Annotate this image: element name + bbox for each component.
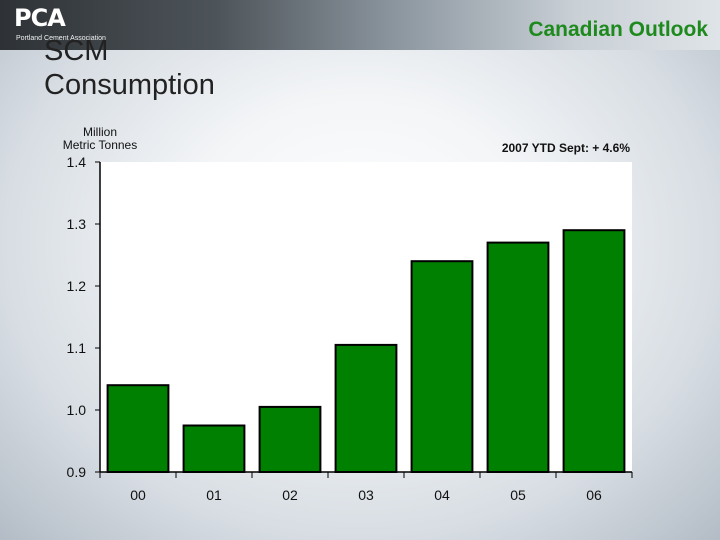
bar-04 [410,260,474,474]
ytd-annotation: 2007 YTD Sept: + 4.6% [501,141,630,155]
bar-06 [562,229,626,473]
header-title: Canadian Outlook [528,18,708,41]
y-tick-label: 0.9 [67,464,87,480]
y-axis-unit-line2: Metric Tonnes [62,138,138,152]
y-tick-label: 1.2 [67,278,87,294]
bar-03 [334,343,398,473]
y-tick-label: 1.1 [67,340,87,356]
slide-title-line1: SCM [44,35,109,67]
bars-group [106,229,626,474]
logo-text: PCA [14,4,66,32]
bar-02 [258,405,322,473]
ticks-group: 0.9 1.0 1.1 1.2 1.3 1.4 00 01 02 03 04 05 06 [67,154,633,503]
y-tick-label: 1.4 [67,154,87,170]
x-tick-label: 02 [282,487,298,503]
x-tick-label: 04 [434,487,450,503]
axes-group [99,162,632,473]
bar-05 [486,241,550,473]
y-axis-unit-line1: Million [82,125,117,139]
bar-00 [106,384,170,474]
bar-01 [182,424,246,473]
y-tick-label: 1.3 [67,216,87,232]
x-tick-label: 01 [206,487,222,503]
y-tick-label: 1.0 [67,402,87,418]
pca-logo: PCA Portland Cement Association [14,4,164,46]
x-tick-label: 03 [358,487,374,503]
header-bar [0,0,720,50]
logo-subtext: Portland Cement Association [16,35,106,42]
slide-title-line2: Consumption [44,69,215,101]
y-axis-unit-label: Million Metric Tonnes [40,126,160,152]
x-tick-label: 06 [586,487,602,503]
slide-title: SCM Consumption [44,34,304,102]
x-tick-label: 05 [510,487,526,503]
x-tick-label: 00 [130,487,146,503]
